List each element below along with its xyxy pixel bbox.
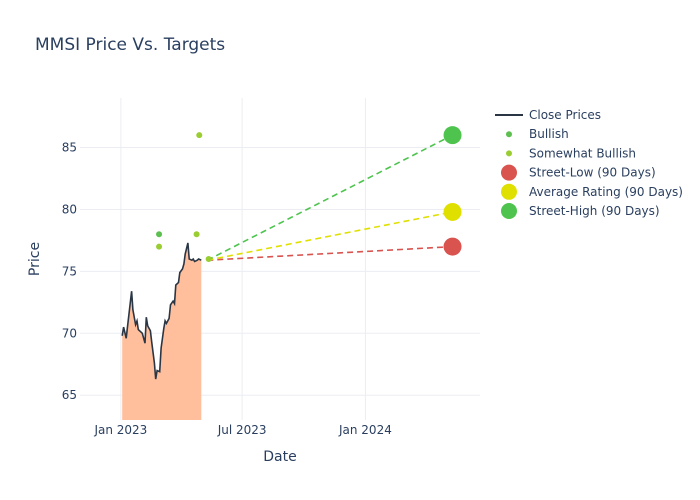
legend-item[interactable]: Street-Low (90 Days) <box>501 164 656 181</box>
legend-item[interactable]: Close Prices <box>495 108 601 122</box>
close-price-area <box>122 242 202 420</box>
legend-label: Street-Low (90 Days) <box>529 166 656 180</box>
y-tick-label: 70 <box>62 326 77 340</box>
y-tick-label: 65 <box>62 388 77 402</box>
analyst-rating-points <box>156 132 212 262</box>
legend-item[interactable]: Bullish <box>506 127 569 141</box>
legend-label: Street-High (90 Days) <box>529 204 660 218</box>
close-price-area-fill <box>122 242 202 420</box>
legend-dot-symbol <box>506 150 512 157</box>
legend-marker-symbol <box>501 203 517 219</box>
somewhat-bullish-point <box>156 243 163 250</box>
legend-item[interactable]: Street-High (90 Days) <box>501 203 660 219</box>
axis-ticks: 65 70 75 80 85 Jan 2023 Jul 2023 Jan 2024 <box>62 141 392 437</box>
x-axis-title: Date <box>263 449 296 465</box>
target-projections <box>206 126 462 262</box>
close-price-line <box>121 242 202 380</box>
street-low-target-marker <box>443 237 462 256</box>
somewhat-bullish-point <box>196 132 203 139</box>
legend-label: Close Prices <box>529 108 601 122</box>
y-tick-label: 75 <box>62 264 77 278</box>
x-tick-label: Jan 2024 <box>338 423 392 437</box>
legend-item[interactable]: Somewhat Bullish <box>506 146 636 160</box>
close-price-line-path <box>121 242 202 380</box>
chart-title: MMSI Price Vs. Targets <box>35 35 225 55</box>
street-high-projection-line <box>206 134 453 261</box>
somewhat-bullish-point <box>193 231 200 238</box>
somewhat-bullish-point <box>205 256 212 262</box>
legend-item[interactable]: Average Rating (90 Days) <box>501 183 683 200</box>
y-axis-title: Price <box>27 242 43 276</box>
legend-label: Bullish <box>529 127 569 141</box>
y-tick-label: 80 <box>62 202 77 216</box>
average-projection-line <box>207 211 453 262</box>
legend-label: Somewhat Bullish <box>529 146 636 160</box>
x-tick-label: Jan 2023 <box>93 423 147 437</box>
legend-marker-symbol <box>501 183 517 200</box>
average-target-marker <box>443 202 462 221</box>
street-low-projection-line <box>207 245 453 262</box>
street-high-target-marker <box>443 126 462 145</box>
legend-dot-symbol <box>506 131 512 138</box>
legend-marker-symbol <box>501 164 517 181</box>
bullish-point <box>156 231 163 238</box>
y-tick-label: 85 <box>62 141 77 155</box>
x-tick-label: Jul 2023 <box>217 423 267 437</box>
legend-label: Average Rating (90 Days) <box>529 185 683 199</box>
legend[interactable]: Close Prices Bullish Somewhat Bullish Stree… <box>495 108 683 219</box>
